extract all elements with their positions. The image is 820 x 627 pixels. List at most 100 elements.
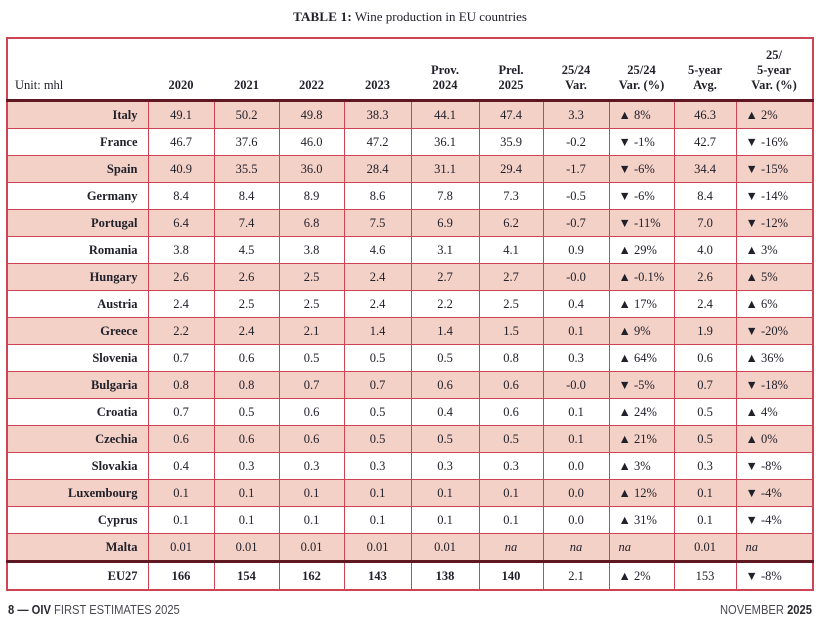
value-cell: 0.1 (147, 506, 215, 534)
table-row: Hungary 2.6 2.6 2.5 2.4 2.7 2.7 -0.0 ▲ -0.1% 2.6 ▲… (6, 263, 814, 291)
column-header: 25/ 5-year Var. (%) (736, 38, 813, 102)
value-cell: 162 (278, 560, 345, 591)
value-cell: 2.6 (673, 263, 737, 291)
value-cell: 0.1 (278, 479, 345, 507)
value-cell: 0.01 (213, 533, 280, 562)
value-cell: 0.1 (213, 506, 280, 534)
value-cell: 2.6 (213, 263, 280, 291)
value-cell: 4.5 (213, 236, 280, 264)
country-cell: Malta (6, 533, 149, 562)
table-row: Slovenia 0.7 0.6 0.5 0.5 0.5 0.8 0.3 ▲ 64% 0.6 ▲ 3… (6, 344, 814, 372)
value-cell: -0.5 (542, 182, 610, 210)
value-cell: 34.4 (673, 155, 737, 183)
value-cell: 0.3 (278, 452, 345, 480)
value-cell: 0.6 (278, 425, 345, 453)
value-cell: na (608, 533, 675, 562)
table-header-row: Unit: mhl 2020 2021 2022 2023 Prov. 2024 Prel… (7, 38, 813, 102)
value-cell: 0.01 (673, 533, 737, 562)
value-cell: 1.9 (673, 317, 737, 345)
value-cell: 153 (673, 560, 737, 591)
value-cell: ▲ 8% (608, 100, 675, 129)
value-cell: 0.3 (343, 452, 412, 480)
value-cell: 6.8 (278, 209, 345, 237)
country-cell: Italy (6, 100, 149, 129)
value-cell: 31.1 (410, 155, 480, 183)
value-cell: 0.5 (278, 344, 345, 372)
value-cell: 4.6 (343, 236, 412, 264)
value-cell: 0.8 (478, 344, 544, 372)
country-cell: Luxembourg (6, 479, 149, 507)
value-cell: 0.1 (343, 506, 412, 534)
value-cell: 0.6 (478, 371, 544, 399)
value-cell: ▼ -1% (608, 128, 675, 156)
value-cell: 7.0 (673, 209, 737, 237)
column-header: 25/24 Var. (%) (609, 38, 674, 102)
page-number: 8 (8, 602, 15, 617)
country-cell: Bulgaria (6, 371, 149, 399)
value-cell: 143 (343, 560, 412, 591)
table-row: Malta 0.01 0.01 0.01 0.01 0.01 na na na 0.01 na (6, 533, 814, 562)
value-cell: 0.6 (410, 371, 480, 399)
value-cell: 0.7 (673, 371, 737, 399)
value-cell: ▼ -14% (735, 182, 814, 210)
country-cell: Romania (6, 236, 149, 264)
value-cell: 2.2 (410, 290, 480, 318)
value-cell: 0.1 (278, 506, 345, 534)
value-cell: ▼ -4% (735, 506, 814, 534)
value-cell: ▼ -4% (735, 479, 814, 507)
country-cell: Czechia (6, 425, 149, 453)
value-cell: 0.7 (278, 371, 345, 399)
value-cell: 8.4 (147, 182, 215, 210)
column-header: 25/24 Var. (543, 38, 609, 102)
value-cell: 0.5 (343, 398, 412, 426)
value-cell: 0.4 (147, 452, 215, 480)
value-cell: ▲ 31% (608, 506, 675, 534)
table-row: Greece 2.2 2.4 2.1 1.4 1.4 1.5 0.1 ▲ 9% 1.9 ▼ -20% (6, 317, 814, 345)
table-row: Slovakia 0.4 0.3 0.3 0.3 0.3 0.3 0.0 ▲ 3% 0.3 ▼ -8… (6, 452, 814, 480)
table-row: Austria 2.4 2.5 2.5 2.4 2.2 2.5 0.4 ▲ 17% 2.4 ▲ 6% (6, 290, 814, 318)
table-row: Portugal 6.4 7.4 6.8 7.5 6.9 6.2 -0.7 ▼ -11% 7.0 ▼… (6, 209, 814, 237)
value-cell: 0.01 (343, 533, 412, 562)
value-cell: 2.2 (147, 317, 215, 345)
country-cell: Slovenia (6, 344, 149, 372)
country-cell: Hungary (6, 263, 149, 291)
table-title: TABLE 1: Wine production in EU countries (0, 0, 820, 24)
value-cell: 36.0 (278, 155, 345, 183)
value-cell: 35.9 (478, 128, 544, 156)
value-cell: 0.1 (542, 398, 610, 426)
value-cell: 8.9 (278, 182, 345, 210)
value-cell: 7.8 (410, 182, 480, 210)
value-cell: ▲ 3% (608, 452, 675, 480)
value-cell: 2.4 (213, 317, 280, 345)
value-cell: 47.4 (478, 100, 544, 129)
value-cell: 46.7 (147, 128, 215, 156)
wine-production-table: Unit: mhl 2020 2021 2022 2023 Prov. 2024 Prel… (6, 37, 814, 591)
value-cell: ▼ -15% (735, 155, 814, 183)
value-cell: 0.5 (343, 425, 412, 453)
value-cell: 0.1 (673, 506, 737, 534)
value-cell: 2.7 (410, 263, 480, 291)
value-cell: 50.2 (213, 100, 280, 129)
value-cell: 2.5 (213, 290, 280, 318)
value-cell: 0.1 (213, 479, 280, 507)
value-cell: 1.5 (478, 317, 544, 345)
value-cell: ▲ 29% (608, 236, 675, 264)
country-cell: Portugal (6, 209, 149, 237)
value-cell: ▲ 64% (608, 344, 675, 372)
value-cell: 0.0 (542, 452, 610, 480)
value-cell: 1.4 (343, 317, 412, 345)
table-row: Cyprus 0.1 0.1 0.1 0.1 0.1 0.1 0.0 ▲ 31% 0.1 ▼ -4% (6, 506, 814, 534)
unit-label: Unit: mhl (7, 38, 148, 102)
value-cell: 0.6 (278, 398, 345, 426)
value-cell: 0.6 (213, 344, 280, 372)
value-cell: 40.9 (147, 155, 215, 183)
country-cell: Slovakia (6, 452, 149, 480)
value-cell: 0.6 (147, 425, 215, 453)
value-cell: 7.4 (213, 209, 280, 237)
value-cell: 0.3 (478, 452, 544, 480)
value-cell: 47.2 (343, 128, 412, 156)
value-cell: 28.4 (343, 155, 412, 183)
country-cell: EU27 (6, 560, 149, 591)
value-cell: 0.5 (673, 398, 737, 426)
value-cell: 0.8 (213, 371, 280, 399)
